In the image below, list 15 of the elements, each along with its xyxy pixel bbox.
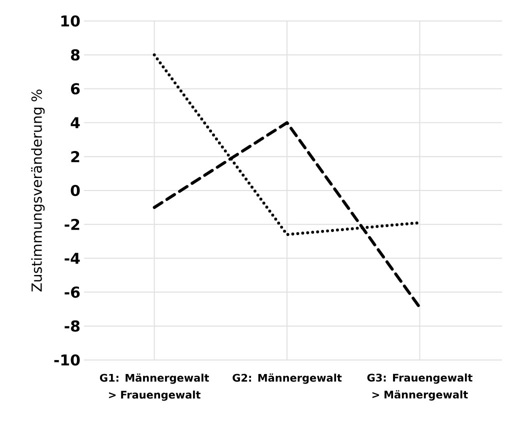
y-axis-title: Zustimmungsveränderung % [31,90,45,292]
x-tick-label: G2: Männergewalt [232,374,342,384]
y-tick-label: 0 [70,184,80,196]
y-tick-label: 10 [61,15,80,27]
y-tick-label: -6 [64,286,80,298]
y-tick-label: 4 [70,117,80,128]
y-tick-label: 8 [70,49,80,61]
y-tick-label: -4 [64,252,80,264]
x-tick-label: G1: Männergewalt > Frauengewalt [100,374,209,401]
y-tick-label: -10 [54,354,80,366]
y-tick-label: -2 [64,218,80,230]
x-tick-label: G3: Frauengewalt > Männergewalt [367,374,472,401]
y-tick-label: -8 [64,320,80,332]
y-tick-label: 6 [71,83,80,94]
y-tick-label: 2 [71,151,80,162]
